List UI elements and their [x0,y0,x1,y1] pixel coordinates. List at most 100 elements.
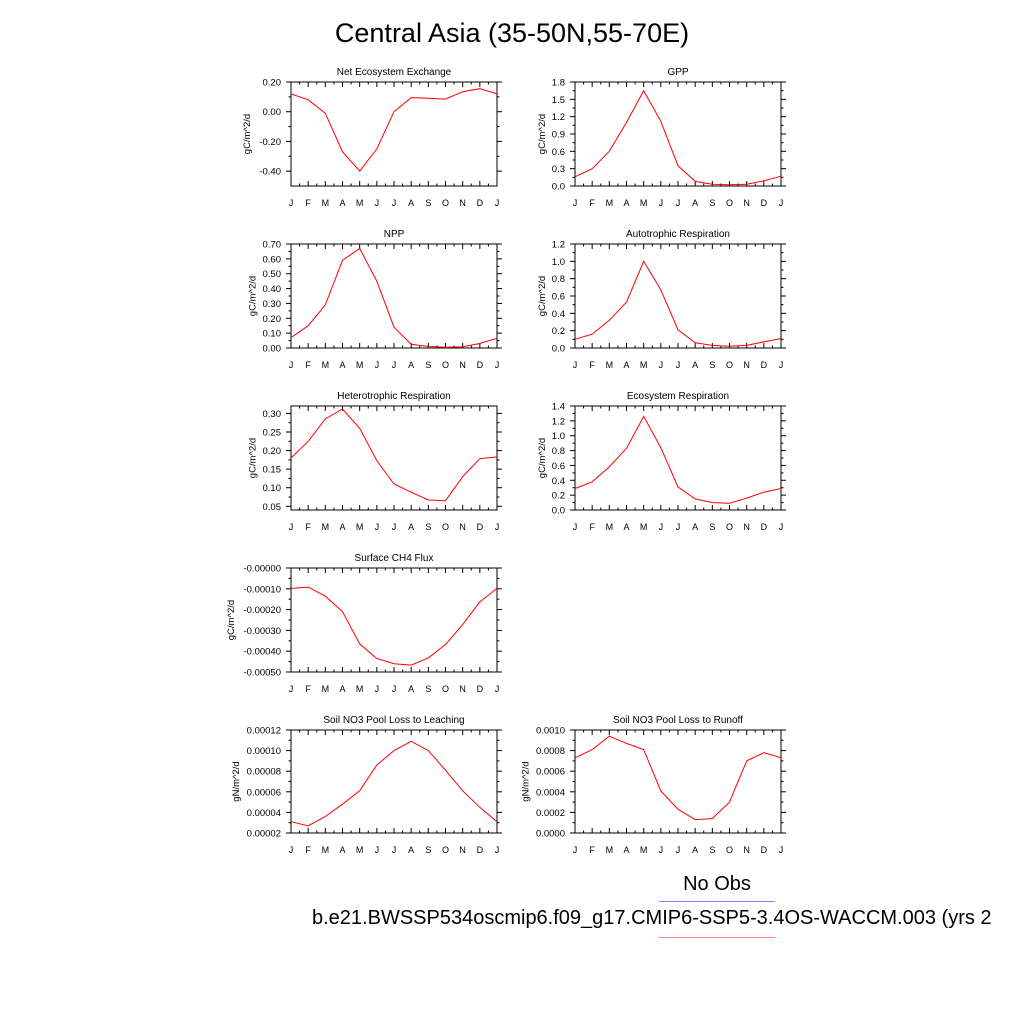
x-tick-label: D [477,684,484,694]
y-tick-label: 1.0 [552,431,565,442]
x-tick-label: J [392,522,397,532]
x-tick-label: J [676,522,681,532]
x-tick-label: S [709,522,715,532]
x-tick-label: J [375,360,380,370]
x-tick-label: M [606,522,614,532]
x-tick-label: M [356,360,364,370]
x-tick-label: F [305,360,311,370]
x-tick-label: J [375,198,380,208]
x-tick-label: F [305,522,311,532]
x-tick-label: A [339,522,345,532]
x-tick-label: A [623,360,629,370]
plot-frame [574,243,782,349]
y-axis-label: gC/m^2/d [226,600,237,640]
x-tick-label: O [442,198,449,208]
x-tick-label: A [692,360,698,370]
plot-frame [290,729,498,834]
x-tick-label: S [425,198,431,208]
x-tick-label: A [623,845,629,855]
x-tick-label: J [375,684,380,694]
y-tick-label: 0.00012 [247,726,281,737]
x-tick-label: F [589,198,595,208]
x-tick-label: N [743,360,750,370]
x-tick-label: J [573,198,578,208]
x-tick-label: M [356,198,364,208]
x-tick-label: N [459,360,466,370]
y-tick-label: 0.0 [552,344,565,355]
x-tick-label: N [743,522,750,532]
x-tick-label: S [425,845,431,855]
plot-frame [574,405,782,511]
y-tick-label: 0.0000 [536,829,565,840]
y-tick-label: 1.8 [552,78,565,89]
x-tick-label: A [339,198,345,208]
x-tick-label: N [459,198,466,208]
x-tick-label: A [623,522,629,532]
y-tick-label: 0.05 [263,502,282,513]
y-tick-label: 1.5 [552,95,565,106]
panel-title: Autotrophic Respiration [626,229,730,240]
x-tick-label: J [573,522,578,532]
x-tick-label: J [392,198,397,208]
x-tick-label: A [408,360,414,370]
x-tick-label: O [726,198,733,208]
x-tick-label: F [589,360,595,370]
y-tick-label: 1.4 [552,402,565,413]
panel-title: Soil NO3 Pool Loss to Runoff [613,715,743,726]
panel-title: Surface CH4 Flux [355,553,434,564]
x-tick-label: F [305,684,311,694]
x-tick-label: J [392,360,397,370]
x-tick-label: O [726,522,733,532]
x-tick-label: J [676,845,681,855]
y-tick-label: 0.0008 [536,746,565,757]
x-tick-label: M [322,198,330,208]
series-line [290,586,498,666]
x-tick-label: M [356,684,364,694]
x-tick-label: F [305,845,311,855]
y-axis-label: gC/m^2/d [247,276,258,316]
y-tick-label: 0.0 [552,506,565,517]
y-tick-label: 0.00 [263,344,282,355]
y-tick-label: 0.00008 [247,767,281,778]
x-tick-label: F [589,845,595,855]
x-tick-label: A [408,684,414,694]
y-tick-label: 1.2 [552,112,565,123]
x-tick-label: M [322,684,330,694]
y-tick-label: 0.6 [552,147,565,158]
x-tick-label: J [676,198,681,208]
y-tick-label: 0.15 [263,465,282,476]
y-tick-label: 0.0006 [536,767,565,778]
panel-title: Soil NO3 Pool Loss to Leaching [323,715,464,726]
y-tick-label: 0.2 [552,326,565,337]
x-tick-label: S [709,845,715,855]
y-tick-label: 0.00 [263,107,282,118]
y-tick-label: 0.20 [263,314,282,325]
x-tick-label: J [659,360,664,370]
plot-frame [290,81,498,187]
y-tick-label: 0.00004 [247,808,281,819]
x-tick-label: D [477,360,484,370]
x-tick-label: J [495,198,500,208]
y-tick-label: 0.30 [263,409,282,420]
x-tick-label: F [305,198,311,208]
y-tick-label: -0.00000 [243,564,281,575]
x-tick-label: J [495,522,500,532]
y-tick-label: 0.0 [552,182,565,193]
x-tick-label: A [408,845,414,855]
x-tick-label: F [589,522,595,532]
obs-legend-label: No Obs [683,873,751,895]
obs-legend-line [659,901,775,902]
x-tick-label: J [779,360,784,370]
y-tick-label: 0.25 [263,428,282,439]
y-axis-label: gC/m^2/d [537,438,548,478]
x-tick-label: O [726,360,733,370]
x-tick-label: S [709,198,715,208]
x-tick-label: J [289,360,294,370]
series-line [290,408,498,502]
